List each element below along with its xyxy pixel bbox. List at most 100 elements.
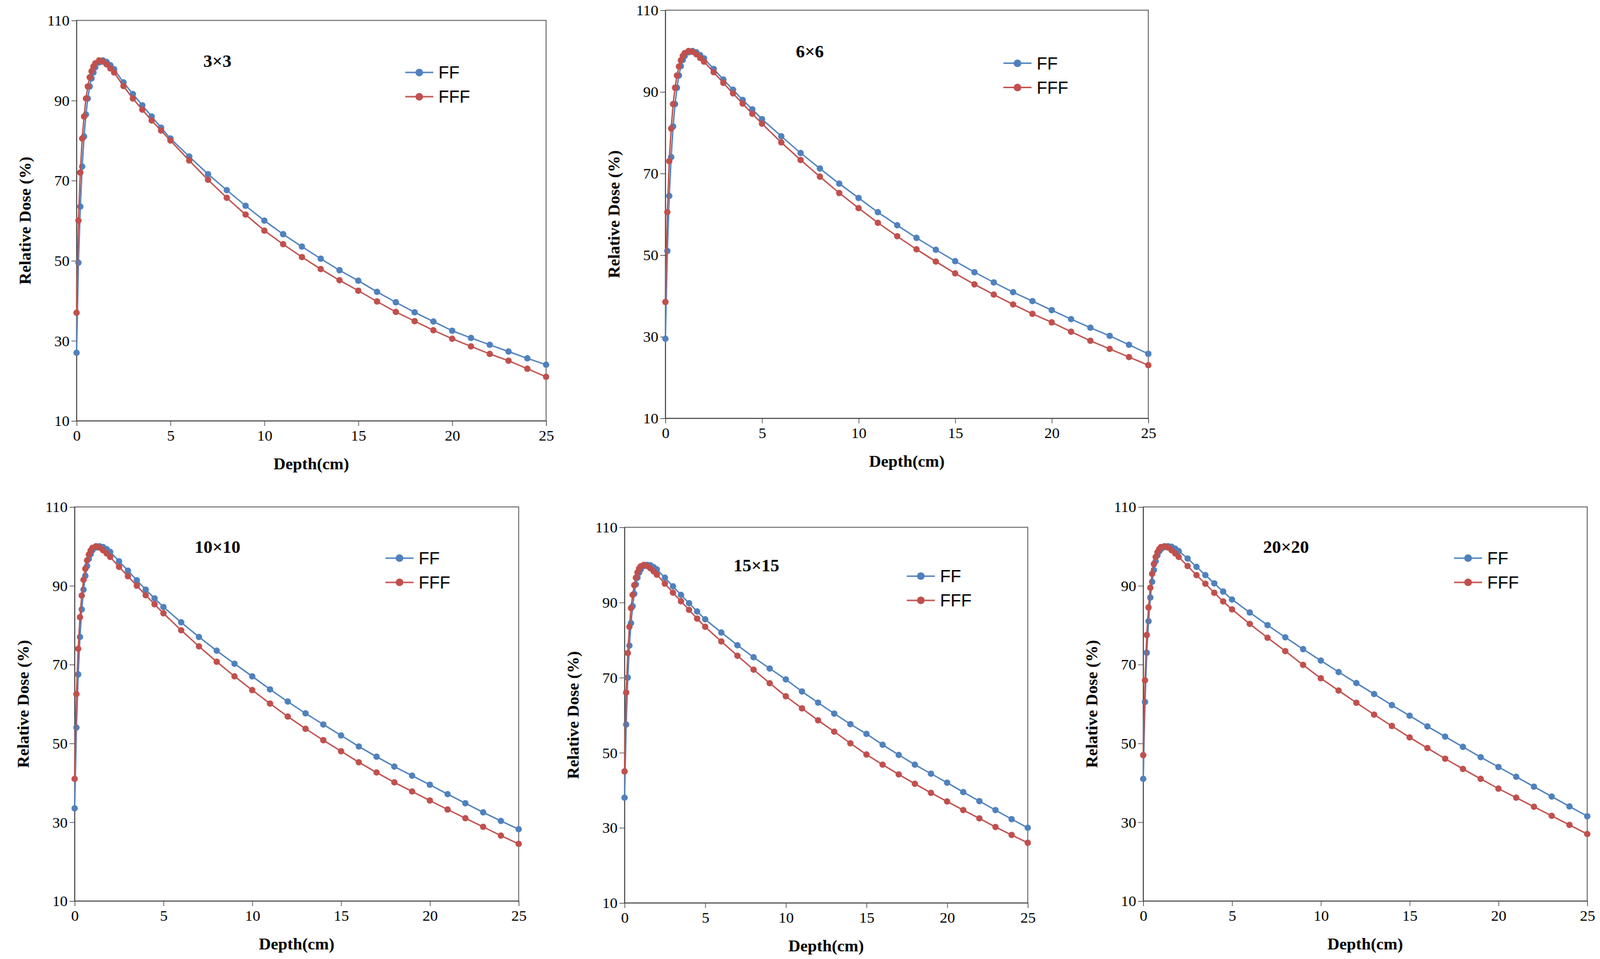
y-tick-label: 10 <box>54 412 70 430</box>
series-marker <box>932 246 940 254</box>
series-marker <box>86 74 94 81</box>
series-marker <box>739 100 746 108</box>
legend: FFFFF <box>385 549 450 593</box>
x-tick-label: 15 <box>859 909 875 927</box>
series-marker <box>1459 766 1467 773</box>
y-tick-mark <box>660 10 666 11</box>
y-tick-label: 10 <box>602 895 618 912</box>
series-marker <box>75 671 82 679</box>
x-tick-mark <box>1587 901 1588 907</box>
y-tick-mark <box>1138 901 1144 903</box>
series-marker <box>666 158 673 165</box>
legend-marker <box>1464 578 1472 587</box>
legend-marker <box>1013 59 1022 67</box>
series-marker <box>863 731 870 738</box>
series-marker <box>1406 713 1414 720</box>
series-marker <box>863 751 870 758</box>
legend: FFFFF <box>1003 54 1068 98</box>
x-tick-mark <box>264 421 265 427</box>
y-tick-mark <box>619 678 625 679</box>
series-marker <box>486 341 494 349</box>
series-marker <box>355 759 362 766</box>
series-marker <box>411 318 418 325</box>
x-tick-mark <box>1027 903 1029 909</box>
series-marker <box>624 674 631 682</box>
series-marker <box>701 623 709 631</box>
y-tick: 30 <box>52 814 75 832</box>
y-tick-mark <box>660 255 666 256</box>
series-marker <box>1201 581 1209 588</box>
y-tick-label: 70 <box>1120 656 1137 674</box>
series-marker <box>960 789 967 796</box>
series-marker <box>1423 723 1431 730</box>
x-tick: 10 <box>244 901 261 925</box>
series-marker <box>718 629 725 637</box>
series-marker <box>673 72 681 79</box>
legend-entry: FFF <box>385 573 450 593</box>
series-marker <box>142 592 149 599</box>
legend-label: FF <box>418 549 440 569</box>
series-line <box>74 546 519 830</box>
series-marker <box>111 69 118 76</box>
series-marker <box>80 576 87 584</box>
series-marker <box>970 281 978 288</box>
legend-entry: FF <box>906 567 961 587</box>
y-tick: 10 <box>643 410 666 427</box>
legend-label: FFF <box>418 573 450 593</box>
series-marker <box>677 598 684 605</box>
x-axis-title: Depth(cm) <box>259 935 335 954</box>
series-marker <box>497 818 504 825</box>
series-marker <box>855 194 862 201</box>
series-marker <box>75 645 82 652</box>
series-marker <box>627 605 635 612</box>
series-marker <box>1148 570 1156 578</box>
series-marker <box>120 82 127 90</box>
chart: 05101520251030507090110Depth(cm)Relative… <box>563 519 1037 956</box>
x-tick-label: 15 <box>948 424 964 442</box>
series-marker <box>479 809 487 816</box>
series-marker <box>1317 657 1324 665</box>
series-marker <box>701 616 709 623</box>
series-marker <box>621 768 628 776</box>
x-tick-mark <box>785 903 787 909</box>
series-marker <box>1150 561 1158 568</box>
legend-label: FFF <box>939 591 971 611</box>
series-marker <box>1353 680 1360 687</box>
series-marker <box>204 170 212 178</box>
series-marker <box>701 58 708 66</box>
series-marker <box>758 120 765 127</box>
series-marker <box>125 573 132 580</box>
y-tick: 110 <box>47 12 77 29</box>
series-marker <box>373 298 381 305</box>
series-marker <box>76 634 83 641</box>
series-marker <box>992 824 999 831</box>
series-marker <box>1513 794 1520 802</box>
y-tick: 110 <box>595 519 625 536</box>
series-marker <box>1193 572 1200 579</box>
series-marker <box>449 327 456 335</box>
series-marker <box>391 763 398 771</box>
series-marker <box>1029 310 1036 318</box>
series-marker <box>280 241 287 248</box>
legend-entry: FFF <box>1003 78 1068 98</box>
x-tick: 20 <box>1490 901 1507 925</box>
y-tick-label: 30 <box>643 328 659 346</box>
series-marker <box>778 133 785 140</box>
series-marker <box>653 571 661 578</box>
x-tick-mark <box>546 421 547 427</box>
x-tick-mark <box>955 418 956 424</box>
x-tick: 15 <box>333 901 349 925</box>
y-tick: 90 <box>54 92 77 110</box>
series-marker <box>317 266 325 273</box>
legend-label: FF <box>438 63 460 83</box>
x-tick-label: 10 <box>851 424 867 442</box>
y-tick: 30 <box>1120 814 1144 832</box>
series-marker <box>449 335 456 342</box>
x-tick-label: 20 <box>939 909 956 927</box>
y-tick: 50 <box>54 252 77 270</box>
series-marker <box>831 710 838 718</box>
series-marker <box>836 180 843 187</box>
series-marker <box>426 797 434 804</box>
series-marker <box>515 840 522 848</box>
x-tick-mark <box>341 901 342 907</box>
